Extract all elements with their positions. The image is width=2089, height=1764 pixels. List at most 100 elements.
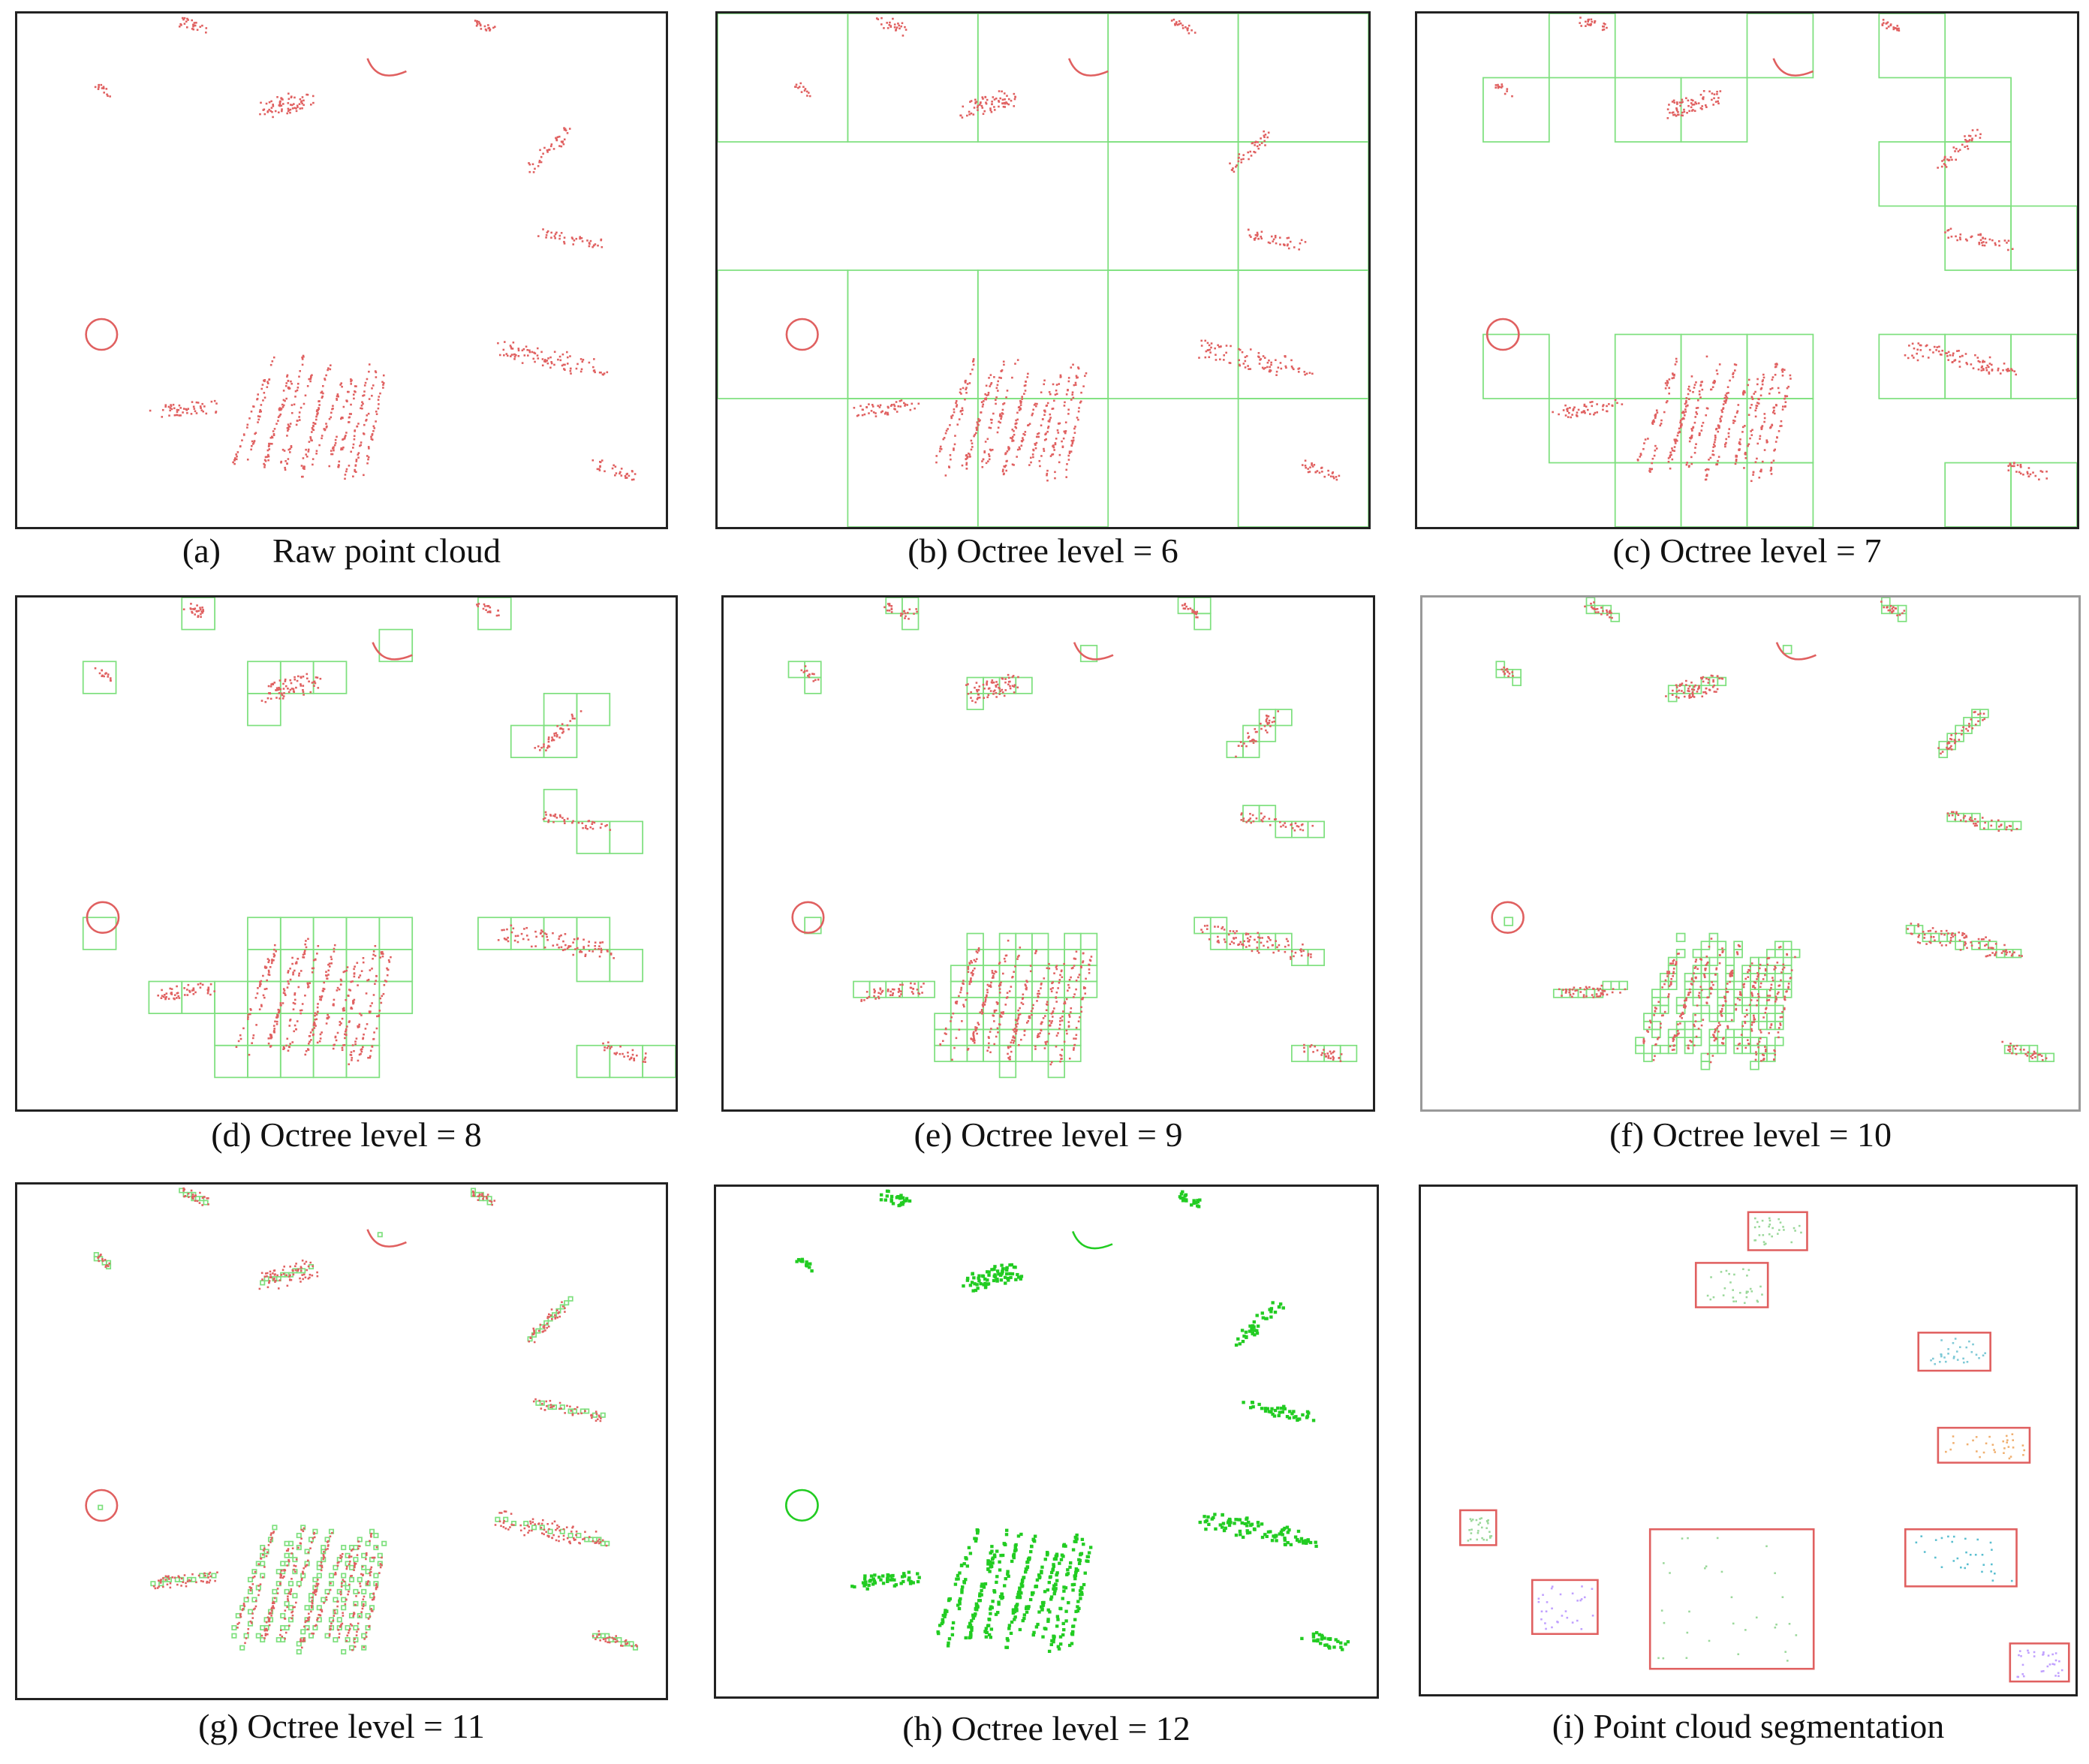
point [1257,233,1259,236]
point [1916,352,1918,355]
point [173,997,175,1000]
point [477,605,480,607]
point [303,356,305,358]
point [1570,416,1573,419]
point [278,688,281,691]
point [269,697,272,700]
point [1606,410,1609,413]
point [1495,86,1498,89]
point [990,981,992,984]
point [286,112,288,115]
point [312,463,314,466]
point [1940,752,1942,755]
point [983,450,986,453]
point [877,995,880,998]
point [1071,441,1074,443]
point [1750,1030,1753,1032]
point [321,390,324,393]
point [1619,992,1621,994]
point [989,1031,992,1033]
point [1681,690,1683,692]
point [1268,370,1271,373]
point [303,104,305,107]
point [1684,408,1687,411]
point [2010,829,2013,832]
point [1675,691,1678,693]
point [556,944,558,946]
point [1968,139,1971,141]
point [540,746,543,749]
point [348,390,350,393]
octree-cell [1047,996,1065,1014]
point [996,431,999,434]
point [2006,242,2008,244]
point [360,1014,363,1016]
point [1705,962,1708,965]
point [1887,609,1890,612]
point [1056,429,1059,432]
point [1705,478,1708,481]
point [965,998,968,1001]
point [899,995,901,998]
point [1269,242,1272,245]
point [1699,107,1702,110]
point [275,689,277,691]
point [857,414,860,417]
point [287,109,290,112]
point [318,995,321,998]
point [571,717,574,720]
point [1012,1036,1014,1039]
point [1035,441,1038,444]
point [1568,991,1570,994]
point [301,107,303,110]
point [371,387,373,390]
point [1990,363,1993,366]
point [2037,1053,2040,1056]
point [291,1041,294,1043]
point [1753,1016,1756,1019]
point [1584,605,1586,608]
point [1019,1013,1022,1016]
point [897,991,900,993]
point [317,412,319,414]
point [336,986,339,989]
point [1693,972,1695,974]
point [303,950,306,952]
point [287,387,290,390]
point [290,411,293,414]
point [1773,409,1775,412]
point [307,986,310,988]
point [1088,971,1091,974]
point [1750,434,1753,436]
point [550,236,552,239]
point [1016,1022,1019,1025]
point [1693,421,1696,424]
point [1752,471,1755,474]
point [233,459,236,462]
point [388,961,391,963]
point [1691,429,1693,432]
point [1639,456,1642,458]
point [956,405,958,408]
point [1593,413,1595,416]
point [1064,430,1067,432]
point [351,447,354,449]
point [558,234,561,237]
point [300,1012,302,1015]
octree-cell [977,269,1109,399]
point [1052,446,1055,449]
point [968,113,971,116]
point [1230,941,1233,943]
point [576,363,579,366]
point [1774,448,1777,451]
point [1698,432,1701,435]
point [1731,972,1734,975]
point [587,820,590,823]
point [280,1004,282,1007]
point-cloud [785,17,1341,482]
point [1962,726,1964,728]
point [1046,402,1049,405]
point [261,384,264,386]
point [1016,1019,1019,1022]
point [1762,978,1765,980]
